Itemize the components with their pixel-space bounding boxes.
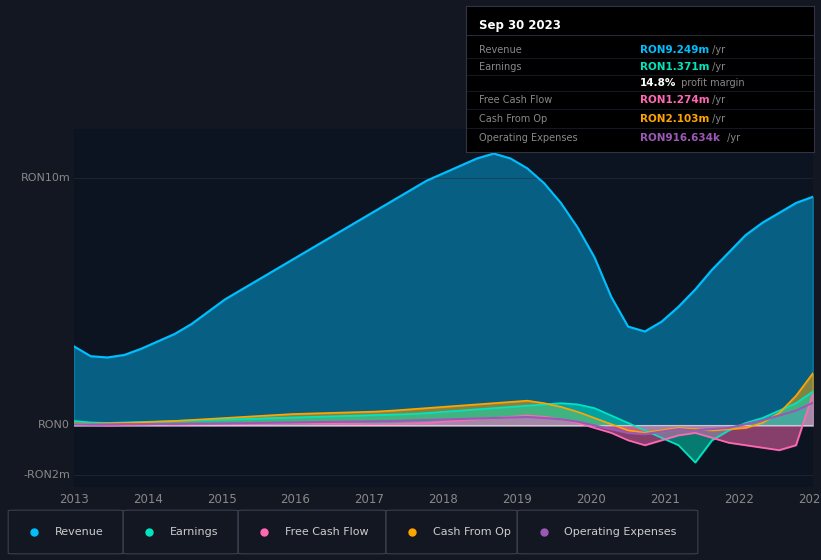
Text: Revenue: Revenue	[479, 45, 522, 55]
Text: RON0: RON0	[39, 421, 70, 431]
Text: RON9.249m: RON9.249m	[640, 45, 709, 55]
Text: Free Cash Flow: Free Cash Flow	[285, 527, 369, 537]
Text: /yr: /yr	[709, 95, 725, 105]
Text: Earnings: Earnings	[170, 527, 218, 537]
Text: /yr: /yr	[709, 114, 725, 124]
Text: /yr: /yr	[724, 133, 741, 143]
Text: Sep 30 2023: Sep 30 2023	[479, 19, 562, 32]
Text: RON2.103m: RON2.103m	[640, 114, 709, 124]
Text: /yr: /yr	[709, 45, 725, 55]
Text: Earnings: Earnings	[479, 62, 522, 72]
Text: RON1.274m: RON1.274m	[640, 95, 709, 105]
Text: RON10m: RON10m	[21, 173, 70, 183]
Text: RON1.371m: RON1.371m	[640, 62, 709, 72]
Text: Free Cash Flow: Free Cash Flow	[479, 95, 553, 105]
Text: -RON2m: -RON2m	[23, 470, 70, 480]
Text: Revenue: Revenue	[55, 527, 103, 537]
Text: Operating Expenses: Operating Expenses	[564, 527, 677, 537]
Text: profit margin: profit margin	[678, 78, 745, 88]
Text: 14.8%: 14.8%	[640, 78, 677, 88]
Text: Cash From Op: Cash From Op	[479, 114, 548, 124]
Text: Cash From Op: Cash From Op	[433, 527, 511, 537]
Text: /yr: /yr	[709, 62, 725, 72]
Text: RON916.634k: RON916.634k	[640, 133, 720, 143]
Text: Operating Expenses: Operating Expenses	[479, 133, 578, 143]
